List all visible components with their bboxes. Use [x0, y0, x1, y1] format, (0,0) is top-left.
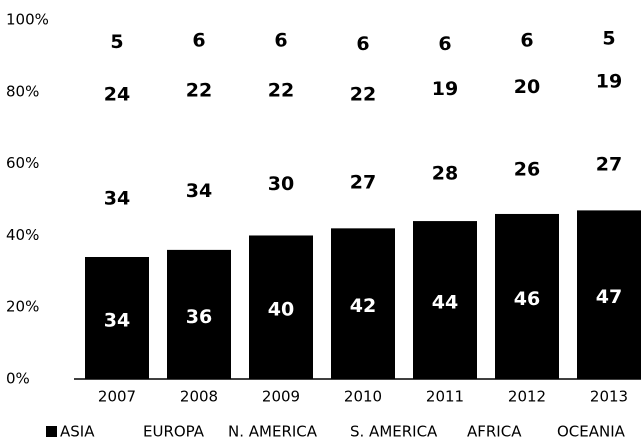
bar-segment	[331, 228, 395, 379]
legend-label: ASIA	[60, 423, 95, 441]
data-label: 46	[514, 288, 540, 310]
x-tick-label: 2010	[344, 388, 382, 406]
x-tick-label: 2012	[508, 388, 546, 406]
y-tick-label: 60%	[6, 154, 39, 172]
data-label: 26	[514, 159, 540, 181]
x-tick-label: 2013	[590, 388, 628, 406]
legend-label: S. AMERICA	[350, 423, 438, 441]
legend-label: OCEANIA	[557, 423, 626, 441]
legend-label: AFRICA	[467, 423, 522, 441]
bar-segment	[577, 113, 641, 211]
data-label: 6	[520, 29, 533, 51]
x-tick-label: 2008	[180, 388, 218, 406]
y-tick-label: 0%	[6, 370, 30, 388]
y-tick-label: 40%	[6, 226, 39, 244]
bar-segment	[249, 27, 313, 49]
y-tick-label: 100%	[6, 11, 49, 29]
data-label: 34	[104, 309, 130, 331]
data-label: 47	[596, 286, 622, 308]
legend-swatch	[129, 426, 140, 437]
y-tick-label: 80%	[6, 82, 39, 100]
bar-segment	[85, 134, 149, 257]
bar-segment	[495, 213, 559, 379]
legend-swatch	[214, 426, 225, 437]
data-label: 19	[596, 71, 622, 93]
legend-label: EUROPA	[143, 423, 205, 441]
data-label: 34	[104, 187, 130, 209]
data-label: 34	[186, 180, 212, 202]
bar-segment	[495, 120, 559, 214]
data-label: 6	[356, 33, 369, 55]
data-label: 22	[350, 83, 376, 105]
data-label: 6	[192, 29, 205, 51]
bar-segment	[495, 48, 559, 121]
bar-segment	[167, 249, 231, 379]
bar-segment	[413, 221, 477, 379]
bar-segment	[413, 30, 477, 53]
data-label: 44	[432, 292, 458, 314]
legend-label: N. AMERICA	[228, 423, 318, 441]
bar-segment	[249, 48, 313, 128]
data-label: 27	[350, 171, 376, 193]
bar-segment	[413, 52, 477, 121]
data-label: 22	[268, 80, 294, 102]
data-label: 20	[514, 76, 540, 98]
legend-swatch	[543, 426, 554, 437]
bar-segment	[331, 131, 395, 229]
bar-segment	[413, 120, 477, 222]
bar-segment	[85, 256, 149, 379]
legend-swatch	[336, 426, 347, 437]
bar-segment	[85, 30, 149, 49]
data-label: 42	[350, 295, 376, 317]
bar-segment	[249, 127, 313, 236]
data-label: 5	[602, 28, 615, 50]
bar-segment	[167, 127, 231, 250]
legend-swatch	[453, 426, 464, 437]
bar-segment	[331, 52, 395, 132]
bar-segment	[249, 235, 313, 379]
data-label: 6	[438, 33, 451, 55]
x-tick-label: 2009	[262, 388, 300, 406]
bar-segment	[331, 30, 395, 53]
data-label: 6	[274, 29, 287, 51]
bar-segment	[577, 45, 641, 114]
x-tick-label: 2007	[98, 388, 136, 406]
y-tick-label: 20%	[6, 298, 39, 316]
x-tick-label: 2011	[426, 388, 464, 406]
data-label: 36	[186, 306, 212, 328]
bar-segment	[577, 210, 641, 379]
data-label: 22	[186, 80, 212, 102]
data-label: 5	[110, 31, 123, 53]
bar-segment	[577, 27, 641, 46]
bar-segment	[495, 27, 559, 49]
bar-segment	[85, 48, 149, 135]
data-label: 28	[432, 162, 458, 184]
bar-segment	[167, 27, 231, 49]
data-label: 40	[268, 299, 294, 321]
data-label: 24	[104, 83, 130, 105]
bar-segment	[167, 48, 231, 128]
data-label: 19	[432, 78, 458, 100]
data-label: 30	[268, 173, 294, 195]
legend-swatch	[46, 426, 57, 437]
data-label: 27	[596, 153, 622, 175]
